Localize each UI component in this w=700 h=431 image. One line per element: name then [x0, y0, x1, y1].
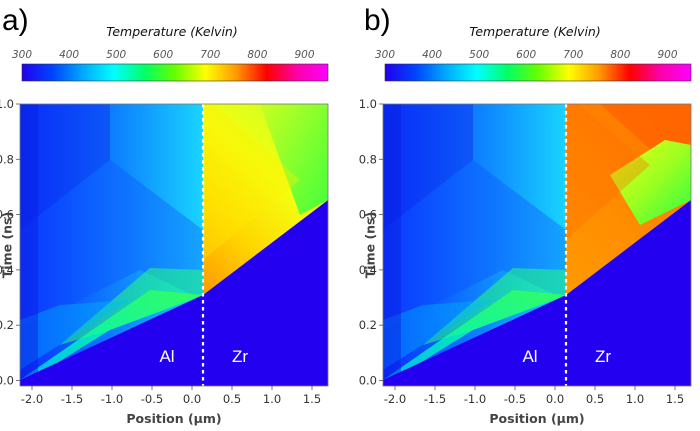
a-x-tick-label-5: 0.5	[223, 392, 241, 406]
b-colorbar-tick-3: 600	[516, 49, 536, 61]
a-y-tick-label-2: 0.4	[0, 263, 14, 277]
colorbar-title-a: Temperature (Kelvin)	[106, 24, 237, 39]
al-edge-a	[20, 104, 38, 386]
heatmap-field-b	[383, 104, 691, 386]
al-hot-band-b	[423, 268, 566, 345]
y-axis-label-a: Time (ns)	[0, 212, 15, 278]
zr-release-b	[610, 140, 691, 225]
b-colorbar-tick-2: 500	[469, 49, 489, 61]
b-y-tick-label-5: 1.0	[359, 97, 377, 111]
a-x-tick-label-2: -1.0	[101, 392, 123, 406]
b-colorbar-tick-0: 300	[375, 49, 395, 61]
material-label-al-a: Al	[159, 347, 174, 366]
plot-frame-a	[19, 103, 329, 387]
a-x-tick-label-0: -2.0	[21, 392, 43, 406]
x-axis-label-a: Position (μm)	[126, 411, 221, 426]
x-axis-label-b: Position (μm)	[489, 411, 584, 426]
a-x-tick-label-1: -1.5	[61, 392, 83, 406]
y-axis-a: 0.0 0.2 0.4 0.6 0.8 1.0	[0, 97, 20, 387]
al-mid-band-a	[20, 300, 130, 370]
b-y-tick-label-2: 0.4	[359, 263, 377, 277]
x-axis-b: -2.0 -1.5 -1.0 -0.5 0.0 0.5 1.0 1.5	[384, 386, 684, 406]
a-colorbar-tick-3: 600	[153, 49, 173, 61]
a-colorbar-tick-1: 400	[59, 49, 79, 61]
b-x-tick-label-2: -1.0	[464, 392, 486, 406]
panel-a: a) Temperature (Kelvin) 300 400 500 600 700 8…	[0, 4, 329, 426]
al-reflect-a	[20, 160, 203, 330]
b-colorbar-tick-1: 400	[422, 49, 442, 61]
a-colorbar-tick-5: 800	[247, 49, 267, 61]
material-label-zr-b: Zr	[595, 347, 611, 366]
a-x-tick-label-3: -0.5	[141, 392, 163, 406]
b-x-tick-label-1: -1.5	[424, 392, 446, 406]
a-y-tick-label-3: 0.6	[0, 208, 14, 222]
al-reflect-b	[383, 160, 566, 330]
b-x-tick-label-4: 0.0	[546, 392, 564, 406]
colorbar-b	[384, 63, 692, 82]
al-cold-top-b	[383, 104, 473, 230]
heatmap-field-a	[20, 104, 328, 386]
al-edge-b	[383, 104, 401, 386]
y-axis-b: 0.0 0.2 0.4 0.6 0.8 1.0	[359, 97, 383, 387]
a-x-tick-label-4: 0.0	[183, 392, 201, 406]
unshocked-region-a	[20, 200, 328, 386]
b-y-tick-label-4: 0.8	[359, 152, 377, 166]
b-y-tick-label-1: 0.2	[359, 318, 377, 332]
b-y-tick-label-0: 0.0	[359, 373, 377, 387]
zr-hot-diag-b	[566, 104, 650, 240]
colorbar-ticks-a: 300 400 500 600 700 800 900	[12, 49, 315, 61]
material-label-zr-a: Zr	[232, 347, 248, 366]
zr-hot-diag-a	[203, 104, 300, 260]
material-label-al-b: Al	[522, 347, 537, 366]
zr-release-a	[260, 104, 328, 215]
a-colorbar-tick-4: 700	[200, 49, 220, 61]
a-y-tick-label-4: 0.8	[0, 152, 14, 166]
b-colorbar-tick-4: 700	[563, 49, 583, 61]
panel-letter-a: a)	[2, 4, 29, 37]
al-cold-top-a	[20, 104, 110, 230]
colorbar-title-b: Temperature (Kelvin)	[469, 24, 600, 39]
colorbar-ticks-b: 300 400 500 600 700 800 900	[375, 49, 678, 61]
b-x-tick-label-3: -0.5	[504, 392, 526, 406]
a-x-tick-label-7: 1.5	[303, 392, 321, 406]
b-colorbar-tick-6: 900	[657, 49, 677, 61]
a-colorbar-tick-2: 500	[106, 49, 126, 61]
b-x-tick-label-0: -2.0	[384, 392, 406, 406]
b-x-tick-label-6: 1.0	[626, 392, 644, 406]
b-x-tick-label-5: 0.5	[586, 392, 604, 406]
panel-b: b) Temperature (Kelvin) 300 400 500 600 700 8…	[359, 4, 692, 426]
b-colorbar-tick-5: 800	[610, 49, 630, 61]
x-axis-a: -2.0 -1.5 -1.0 -0.5 0.0 0.5 1.0 1.5	[21, 386, 321, 406]
al-mid-band-b	[383, 300, 493, 370]
a-x-tick-label-6: 1.0	[263, 392, 281, 406]
b-x-tick-label-7: 1.5	[666, 392, 684, 406]
unshocked-region-b	[383, 200, 691, 386]
plot-frame-b	[382, 103, 692, 387]
a-y-tick-label-0: 0.0	[0, 373, 14, 387]
colorbar-a	[21, 63, 329, 82]
al-hot-band-a	[60, 268, 203, 345]
b-y-tick-label-3: 0.6	[359, 208, 377, 222]
a-y-tick-label-5: 1.0	[0, 97, 14, 111]
a-y-tick-label-1: 0.2	[0, 318, 14, 332]
a-colorbar-tick-6: 900	[294, 49, 314, 61]
y-axis-label-b: Time (ns)	[363, 212, 378, 278]
a-colorbar-tick-0: 300	[12, 49, 32, 61]
panel-letter-b: b)	[364, 4, 391, 37]
